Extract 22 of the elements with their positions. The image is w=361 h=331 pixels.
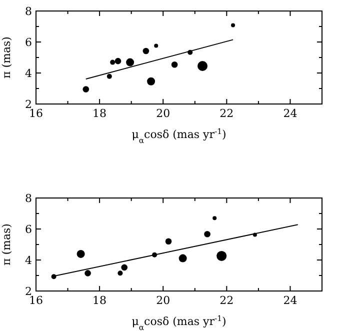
y-tick-label: 4 [25,254,32,267]
y-axis-title: π (mas) [0,36,13,78]
y-tick-label: 6 [25,36,32,49]
x-tick-label: 24 [283,107,298,120]
x-axis-title: μ$_{α}$cosδ (mas yr$^{-1}$) [132,314,226,331]
y-tick-label: 8 [25,5,32,18]
y-tick-label: 4 [25,67,32,80]
x-tick-label: 22 [220,294,234,307]
x-tick-label: 22 [220,107,234,120]
x-tick-label: 24 [283,294,298,307]
x-tick-label: 18 [92,294,107,307]
x-tick-label: 16 [29,107,43,120]
y-tick-label: 2 [25,98,32,111]
x-axis-title: μ$_{α}$cosδ (mas yr$^{-1}$) [132,126,226,144]
x-tick-label: 16 [29,294,43,307]
x-tick-label: 20 [156,107,170,120]
x-tick-label: 18 [92,107,107,120]
y-tick-label: 2 [25,285,32,298]
y-tick-label: 8 [25,192,32,205]
x-tick-label: 20 [156,294,170,307]
y-axis-title: π (mas) [0,224,13,266]
y-tick-label: 6 [25,223,32,236]
